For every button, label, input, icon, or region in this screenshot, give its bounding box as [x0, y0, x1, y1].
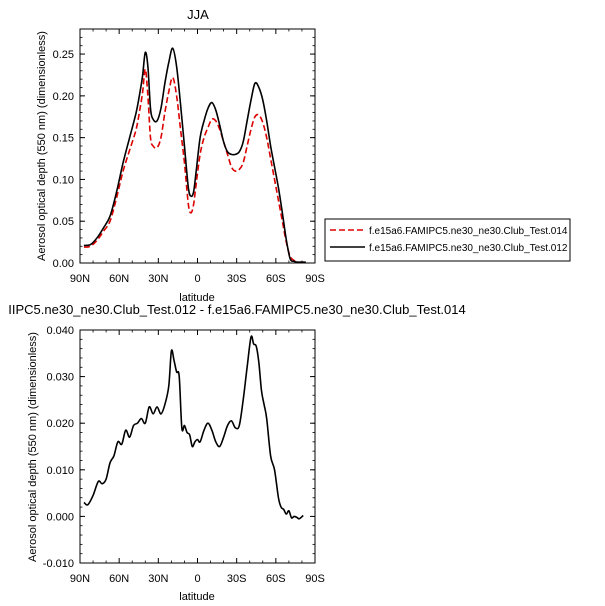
top-x-tick-label: 0	[194, 273, 200, 285]
bottom-y-axis: -0.010 0.000 0.010 0.020 0.030 0.040	[43, 325, 315, 570]
top-x-tick-label: 60N	[109, 273, 129, 285]
bottom-y-tick-label: 0.000	[46, 511, 74, 523]
bottom-x-tick-label: 90S	[305, 573, 325, 585]
bottom-y-tick-label: 0.030	[46, 372, 74, 384]
top-series-line-1	[83, 47, 306, 264]
bottom-chart-title: IIPC5.ne30_ne30.Club_Test.012 - f.e15a6.…	[8, 302, 465, 317]
bottom-y-axis-label: Aerosol optical depth (550 nm) (dimensio…	[27, 332, 39, 562]
top-y-tick-label: 0.25	[53, 49, 74, 61]
top-x-axis-label: latitude	[179, 292, 214, 304]
top-chart-title: JJA	[187, 7, 209, 22]
bottom-x-tick-label: 90N	[70, 573, 90, 585]
top-x-tick-label: 90N	[70, 273, 90, 285]
bottom-x-axis: 90N 60N 30N 0 30S 60S 90S	[70, 330, 325, 585]
top-x-tick-label: 90S	[305, 273, 325, 285]
top-plot-frame	[79, 28, 316, 264]
top-y-tick-label: 0.15	[53, 133, 74, 145]
bottom-panel: IIPC5.ne30_ne30.Club_Test.012 - f.e15a6.…	[8, 302, 465, 603]
bottom-x-tick-label: 0	[194, 573, 200, 585]
bottom-x-tick-label: 30S	[227, 573, 247, 585]
bottom-y-tick-label: 0.020	[46, 418, 74, 430]
top-y-axis-label: Aerosol optical depth (550 nm) (dimensio…	[36, 31, 48, 261]
bottom-y-tick-label: -0.010	[43, 558, 74, 570]
top-series-layer	[83, 47, 306, 264]
top-x-tick-label: 30S	[227, 273, 247, 285]
top-x-axis: 90N 60N 30N 0 30S 60S 90S	[70, 29, 325, 285]
bottom-plot-frame	[79, 329, 316, 564]
bottom-x-axis-label: latitude	[179, 591, 214, 603]
bottom-series-layer	[83, 335, 304, 520]
top-y-tick-label: 0.00	[53, 258, 74, 270]
top-panel: JJA 0.00 0.05 0.10 0.15 0.20 0.25 90N 60N 30N 0 3…	[36, 7, 325, 304]
top-series-line-0	[83, 68, 306, 264]
top-x-tick-label: 30N	[148, 273, 168, 285]
top-y-tick-label: 0.05	[53, 216, 74, 228]
legend-label-series-014: f.e15a6.FAMIPC5.ne30_ne30.Club_Test.014	[369, 226, 568, 237]
bottom-x-tick-label: 60N	[109, 573, 129, 585]
top-y-axis: 0.00 0.05 0.10 0.15 0.20 0.25	[53, 28, 315, 270]
bottom-x-tick-label: 30N	[148, 573, 168, 585]
bottom-x-tick-label: 60S	[266, 573, 286, 585]
legend: f.e15a6.FAMIPC5.ne30_ne30.Club_Test.014 …	[324, 218, 571, 262]
legend-label-series-012: f.e15a6.FAMIPC5.ne30_ne30.Club_Test.012	[369, 243, 568, 254]
top-x-tick-label: 60S	[266, 273, 286, 285]
top-y-tick-label: 0.10	[53, 174, 74, 186]
bottom-y-tick-label: 0.010	[46, 465, 74, 477]
legend-box	[324, 218, 571, 262]
bottom-series-line-0	[83, 335, 304, 520]
top-y-tick-label: 0.20	[53, 91, 74, 103]
bottom-y-tick-label: 0.040	[46, 325, 74, 337]
